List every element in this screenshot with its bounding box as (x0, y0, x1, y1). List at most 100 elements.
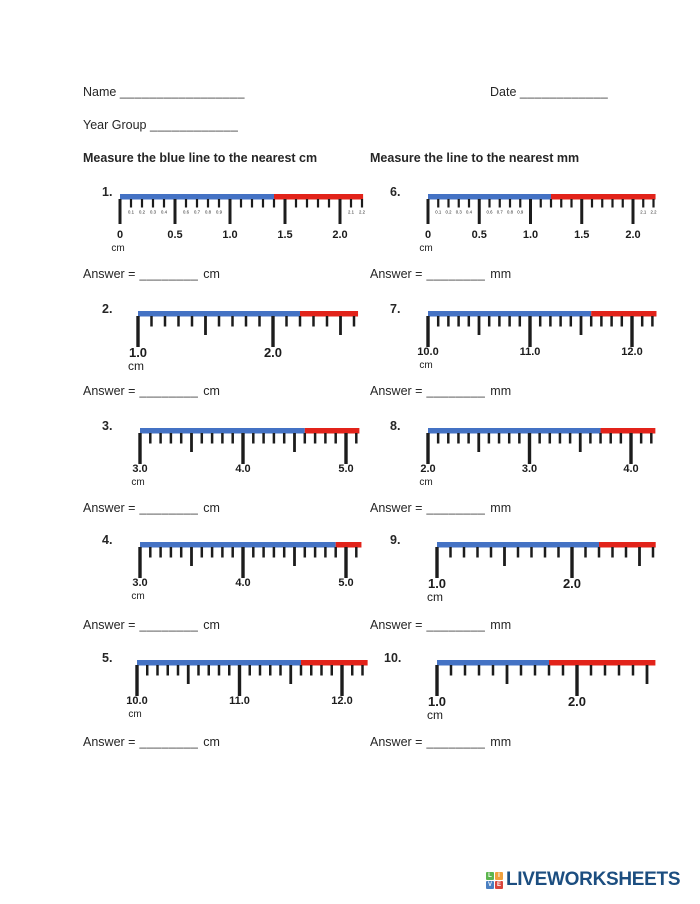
problem-number: 10. (384, 651, 402, 665)
ruler-image: 0.1 0.2 0.3 0.4 0.6 0.7 0.8 0.9 2.1 2.2 0 0.5 1.0 1.5… (419, 194, 658, 254)
ruler-value-label: 1.5 (574, 229, 589, 241)
answer-blank[interactable]: ________ (426, 267, 486, 281)
answer-blank[interactable]: ________ (139, 267, 199, 281)
year-group-blank[interactable]: ____________ (149, 118, 239, 132)
measured-line-blue (428, 311, 592, 317)
answer-blank[interactable]: ________ (426, 384, 486, 398)
answer-prefix: Answer = (83, 618, 136, 632)
line-red-segment (301, 660, 368, 666)
answer-blank[interactable]: ________ (139, 384, 199, 398)
line-red-segment (551, 194, 656, 200)
ruler-value-label: 5.0 (338, 463, 353, 475)
ruler-image: 10.0 11.0 12.0 cm (417, 311, 657, 371)
measured-line-blue (428, 428, 601, 434)
ruler-unit-label: cm (131, 477, 144, 488)
ruler-unit-label: cm (419, 477, 432, 488)
line-red-segment (599, 542, 656, 548)
logo-tile-l: L (486, 871, 494, 880)
answer-unit: mm (490, 501, 512, 515)
line-red-segment (591, 311, 657, 317)
answer-prefix: Answer = (370, 267, 423, 281)
ruler-unit-label: cm (427, 590, 443, 604)
answer-line: Answer = ________ cm (83, 267, 220, 281)
ruler-micro-label: 0.4 (161, 210, 168, 215)
ruler-micro-label: 0.8 (205, 210, 212, 215)
answer-unit: mm (490, 735, 512, 749)
ruler-value-label: 11.0 (229, 695, 250, 707)
name-label: Name (83, 85, 117, 99)
measured-line-blue (437, 660, 549, 666)
measured-line-blue (138, 311, 300, 317)
logo-tile-v: V (486, 880, 494, 889)
answer-blank[interactable]: ________ (426, 618, 486, 632)
ruler-value-label: 4.0 (623, 463, 638, 475)
ruler-value-label: 3.0 (522, 463, 537, 475)
ruler-value-label: 2.0 (625, 229, 640, 241)
date-label: Date (490, 85, 517, 99)
answer-prefix: Answer = (370, 618, 423, 632)
ruler-value-label: 10.0 (126, 695, 147, 707)
ruler-micro-label: 0.6 (183, 210, 190, 215)
ruler-value-label: 2.0 (568, 694, 586, 709)
ruler-value-label: 0 (425, 229, 431, 241)
logo-tile-e: E (495, 880, 503, 889)
name-blank[interactable]: _________________ (119, 85, 245, 99)
name-field-line: Name _________________ (83, 85, 245, 99)
ruler-micro-label: 0.9 (216, 210, 223, 215)
ruler-value-label: 2.0 (563, 576, 581, 591)
answer-unit: mm (490, 384, 512, 398)
logo-tile-i: I (495, 871, 503, 880)
problem-number: 6. (390, 185, 401, 199)
measured-line-blue (140, 542, 336, 548)
answer-prefix: Answer = (83, 384, 136, 398)
answer-line: Answer = ________ cm (83, 618, 220, 632)
ruler-unit-label: cm (419, 360, 432, 371)
ruler-value-label: 3.0 (132, 463, 147, 475)
ruler-unit-label: cm (419, 243, 432, 254)
answer-unit: mm (490, 618, 512, 632)
ruler-micro-label: 0.2 (446, 210, 453, 215)
measured-line-blue (428, 194, 551, 200)
ruler-value-label: 2.0 (332, 229, 347, 241)
problem-number: 1. (102, 185, 113, 199)
answer-blank[interactable]: ________ (426, 501, 486, 515)
answer-line: Answer = ________ mm (370, 384, 511, 398)
left-column-instruction: Measure the blue line to the nearest cm (83, 151, 318, 165)
answer-unit: cm (203, 735, 220, 749)
ruler-micro-label: 2.2 (651, 210, 658, 215)
line-red-segment (304, 428, 360, 434)
answer-blank[interactable]: ________ (139, 735, 199, 749)
answer-blank[interactable]: ________ (139, 501, 199, 515)
date-field-line: Date ____________ (490, 85, 608, 99)
ruler-value-label: 5.0 (338, 577, 353, 589)
ruler-image: 2.0 3.0 4.0 cm (419, 428, 656, 488)
answer-line: Answer = ________ mm (370, 618, 511, 632)
problem-number: 7. (390, 302, 401, 316)
ruler-value-label: 4.0 (235, 463, 250, 475)
ruler-micro-label: 0.6 (487, 210, 494, 215)
year-group-label: Year Group (83, 118, 147, 132)
line-red-segment (335, 542, 362, 548)
ruler-image: 10.0 11.0 12.0 cm (126, 660, 368, 720)
problem-number: 3. (102, 419, 113, 433)
ruler-value-label: 1.0 (129, 345, 147, 360)
line-red-segment (300, 311, 359, 317)
ruler-micro-label: 0.7 (497, 210, 504, 215)
answer-unit: cm (203, 267, 220, 281)
ruler-value-label: 1.0 (428, 694, 446, 709)
ruler-micro-label: 0.3 (456, 210, 463, 215)
answer-blank[interactable]: ________ (426, 735, 486, 749)
answer-blank[interactable]: ________ (139, 618, 199, 632)
answer-prefix: Answer = (83, 267, 136, 281)
measured-line-blue (140, 428, 305, 434)
date-blank[interactable]: ____________ (519, 85, 609, 99)
ruler-micro-label: 2.1 (348, 210, 355, 215)
ruler-micro-label: 0.7 (194, 210, 201, 215)
answer-line: Answer = ________ mm (370, 735, 511, 749)
ruler-unit-label: cm (128, 359, 144, 373)
ruler-unit-label: cm (427, 708, 443, 722)
ruler-value-label: 1.0 (428, 576, 446, 591)
